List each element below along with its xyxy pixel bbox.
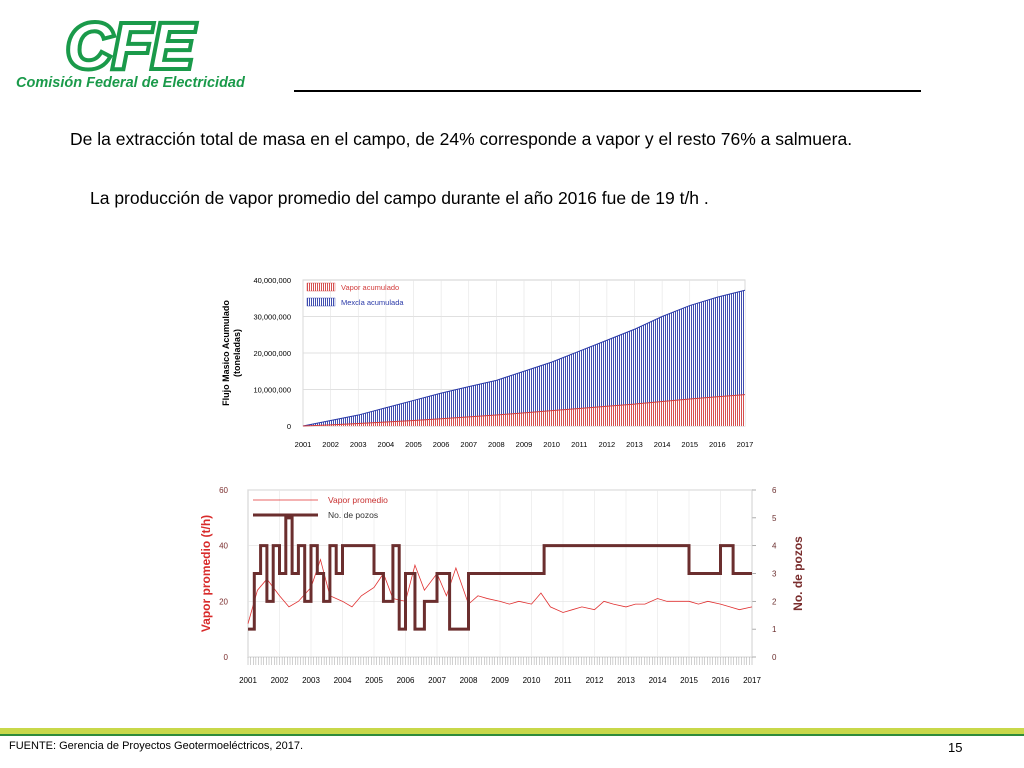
y-axis-label: (toneladas) — [232, 329, 242, 377]
logo-mark-inner: CFE — [66, 10, 196, 82]
y2-tick-label: 2 — [772, 597, 777, 606]
x-tick-label: 2003 — [350, 440, 367, 449]
source-note: FUENTE: Gerencia de Proyectos Geotermoel… — [9, 740, 304, 752]
x-tick-label: 2012 — [599, 440, 616, 449]
y2-tick-label: 3 — [772, 570, 777, 579]
x-tick-label: 2008 — [488, 440, 505, 449]
y2-tick-label: 5 — [772, 514, 777, 523]
line-mexcla-acumulada — [302, 289, 746, 427]
x-tick-label: 2001 — [239, 676, 257, 685]
x-tick-label: 2014 — [654, 440, 671, 449]
x-tick-label: 2001 — [295, 440, 312, 449]
logo-mark: CFE — [66, 10, 196, 82]
y-axis-label: Vapor promedio (t/h) — [199, 515, 213, 632]
legend-label: No. de pozos — [328, 510, 378, 520]
steam-wells-chart-svg: 0 20 40 60 0 1 2 3 4 5 6 2001 2002 2003 2004 2005 2006 20… — [199, 486, 805, 685]
x-tick-label: 2016 — [712, 676, 730, 685]
x-tick-label: 2010 — [523, 676, 541, 685]
steam-wells-chart: 0 20 40 60 0 1 2 3 4 5 6 2001 2002 2003 2004 2005 2006 20… — [190, 478, 812, 690]
x-tick-label: 2017 — [743, 676, 761, 685]
y-tick-label: 20 — [219, 597, 228, 606]
legend-label: Vapor acumulado — [341, 283, 399, 292]
x-tick-label: 2008 — [460, 676, 478, 685]
cfe-logo-graphic: CFE CFE Comisión Federal de Electricidad — [16, 7, 246, 91]
x-tick-label: 2007 — [428, 676, 446, 685]
legend-label: Vapor promedio — [328, 495, 388, 505]
legend-swatch — [306, 282, 336, 292]
legend-swatch — [306, 297, 336, 307]
y2-tick-label: 6 — [772, 486, 777, 495]
y-tick-label: 40 — [219, 542, 228, 551]
y2-axis-label: No. de pozos — [791, 536, 805, 611]
cumulative-mass-chart: 0 10,000,000 20,000,000 30,000,000 40,000,00… — [215, 266, 760, 456]
footer-line — [0, 734, 1024, 736]
x-tick-label: 2011 — [554, 676, 572, 685]
x-tick-label: 2006 — [433, 440, 450, 449]
cfe-logo: CFE CFE Comisión Federal de Electricidad — [0, 0, 256, 96]
page-number: 15 — [948, 740, 963, 755]
x-tick-label: 2015 — [681, 440, 698, 449]
x-tick-label: 2004 — [378, 440, 395, 449]
paragraph-mass-extraction: De la extracción total de masa en el cam… — [70, 129, 853, 149]
x-tick-label: 2013 — [617, 676, 635, 685]
x-tick-label: 2002 — [322, 440, 339, 449]
logo-subtitle: Comisión Federal de Electricidad — [16, 75, 246, 91]
area-vapor-acumulado — [303, 394, 745, 426]
x-tick-label: 2005 — [405, 440, 422, 449]
x-tick-label: 2005 — [365, 676, 383, 685]
y-tick-label: 0 — [287, 422, 291, 431]
series-no-de-pozos — [248, 516, 752, 631]
y-tick-label: 40,000,000 — [253, 276, 291, 285]
x-tick-label: 2012 — [586, 676, 604, 685]
y-tick-label: 30,000,000 — [253, 313, 291, 322]
cumulative-mass-chart-svg: 0 10,000,000 20,000,000 30,000,000 40,000,00… — [221, 276, 754, 449]
y-tick-label: 0 — [224, 653, 229, 662]
legend-label: Mexcla acumulada — [341, 298, 404, 307]
footer-bar — [0, 728, 1024, 734]
x-tick-label: 2014 — [649, 676, 667, 685]
y2-tick-label: 4 — [772, 542, 777, 551]
y-tick-label: 10,000,000 — [253, 386, 291, 395]
y-tick-label: 20,000,000 — [253, 349, 291, 358]
x-tick-label: 2004 — [334, 676, 352, 685]
y-axis-label: Flujo Masico Acumulado — [221, 300, 231, 406]
x-tick-label: 2013 — [626, 440, 643, 449]
x-tick-label: 2006 — [397, 676, 415, 685]
x-tick-label: 2002 — [271, 676, 289, 685]
paragraph-steam-production: La producción de vapor promedio del camp… — [90, 188, 709, 208]
x-tick-label: 2016 — [709, 440, 726, 449]
x-tick-label: 2010 — [543, 440, 560, 449]
y-tick-label: 60 — [219, 486, 228, 495]
y2-tick-label: 1 — [772, 625, 777, 634]
x-tick-label: 2011 — [571, 440, 587, 449]
x-tick-label: 2007 — [460, 440, 477, 449]
x-tick-label: 2009 — [491, 676, 509, 685]
x-tick-label: 2015 — [680, 676, 698, 685]
header-divider — [294, 90, 921, 92]
x-tick-label: 2003 — [302, 676, 320, 685]
line-vapor-acumulado — [302, 394, 746, 427]
y2-tick-label: 0 — [772, 653, 777, 662]
x-tick-label: 2017 — [737, 440, 754, 449]
x-tick-label: 2009 — [516, 440, 533, 449]
area-mexcla-acumulada — [303, 290, 745, 426]
